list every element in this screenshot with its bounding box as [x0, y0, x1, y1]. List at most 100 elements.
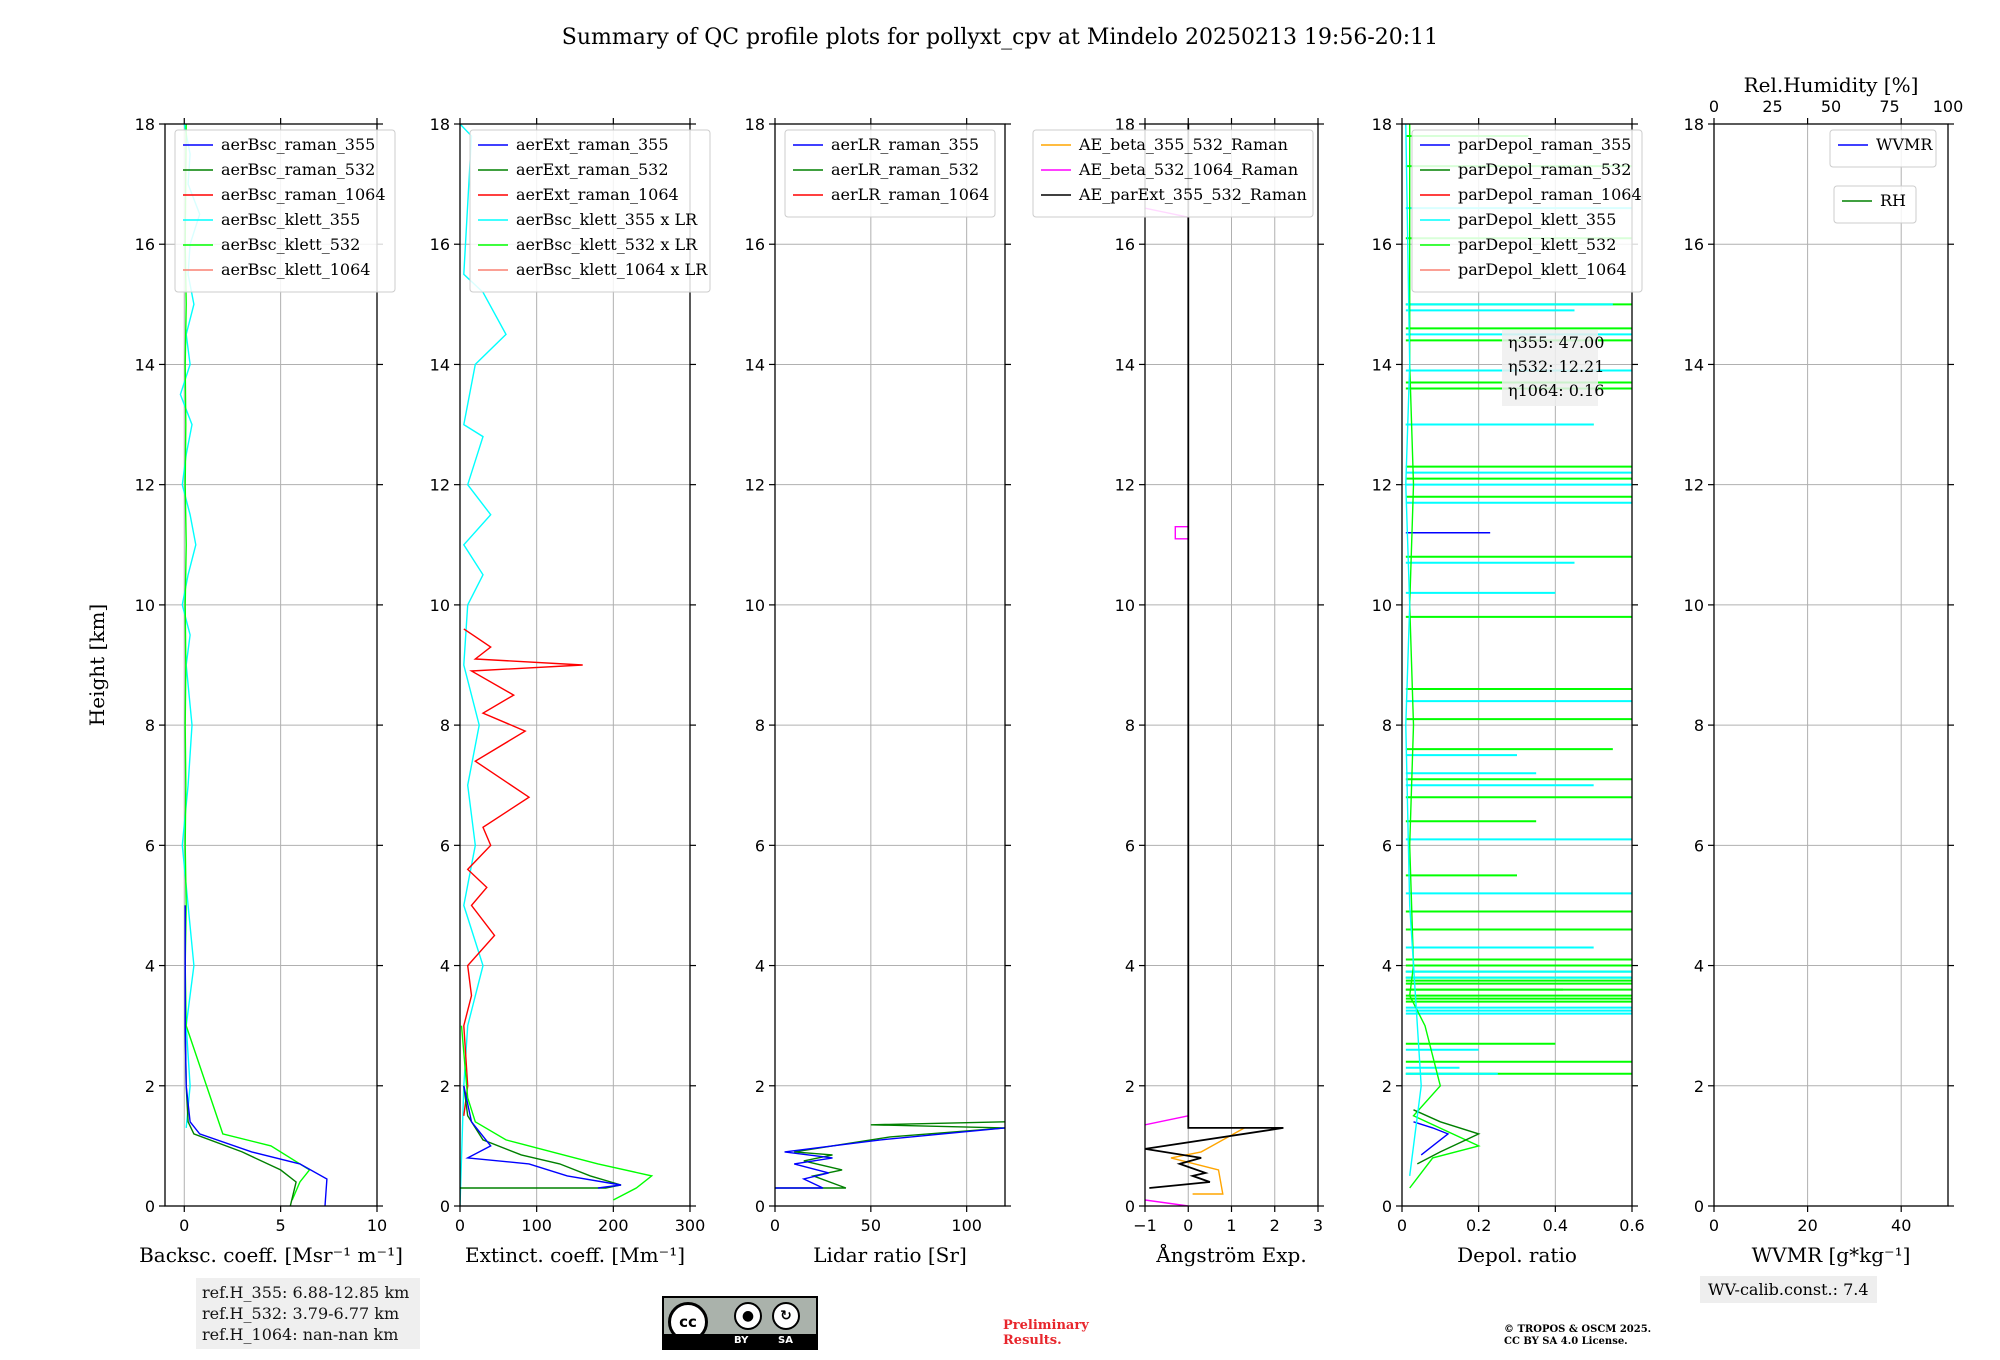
share-alike-icon: ↻	[772, 1302, 800, 1330]
series-aerBsc_klett_355 x LR	[460, 124, 507, 1206]
y-tick-label: 16	[745, 235, 765, 254]
legend-label: aerBsc_klett_355 x LR	[516, 210, 698, 229]
wv-calibration-box: WV-calib.const.: 7.4	[1700, 1276, 1877, 1303]
y-tick-label: 4	[145, 957, 155, 976]
y-tick-label: 4	[755, 957, 765, 976]
y-tick-label: 10	[1684, 596, 1704, 615]
y-tick-label: 0	[1694, 1197, 1704, 1216]
y-tick-label: 16	[430, 235, 450, 254]
legend-label: parDepol_raman_355	[1458, 135, 1631, 154]
y-tick-label: 8	[1382, 716, 1392, 735]
legend-box	[469, 129, 711, 293]
series-aerLR_raman_355	[775, 1127, 1005, 1189]
legend-label: aerExt_raman_355	[516, 135, 669, 154]
y-tick-label: 10	[430, 596, 450, 615]
cc-badge-bar	[664, 1334, 816, 1348]
legend-box	[1032, 129, 1314, 218]
axes-frame	[459, 123, 691, 1207]
person-icon: ●	[734, 1302, 762, 1330]
y-tick-label: 0	[755, 1197, 765, 1216]
series-parDepol_klett_355	[1405, 124, 1422, 1176]
series-AE_beta_532_1064_Raman_low	[1145, 1115, 1189, 1126]
legend-label: AE_beta_532_1064_Raman	[1078, 160, 1298, 179]
y-tick-label: 0	[1382, 1197, 1392, 1216]
y-tick-label: 8	[755, 716, 765, 735]
x-tick-label: 0	[1709, 1216, 1719, 1235]
y-tick-label: 0	[145, 1197, 155, 1216]
y-tick-label: 8	[1125, 716, 1135, 735]
x-tick-label: 0	[1397, 1216, 1407, 1235]
top-x-tick-label: 0	[1709, 97, 1719, 116]
y-tick-label: 2	[440, 1077, 450, 1096]
eta-value: η532: 12.21	[1508, 357, 1604, 376]
panel-lidar_ratio: 0 2 4 6 8 10 12 14 16 18 0 50 100 Lidar ratio [Sr] aer…	[745, 115, 1011, 1267]
y-axis-label: Height [km]	[85, 604, 109, 726]
ref-height-1064: ref.H_1064: nan-nan km	[202, 1325, 399, 1344]
top-x-tick-label: 50	[1821, 97, 1841, 116]
copyright-line-1: © TROPOS & OSCM 2025.	[1504, 1324, 1652, 1335]
series-aerBsc_klett_532 x LR	[460, 1025, 654, 1201]
legend-box	[1833, 185, 1917, 224]
y-tick-label: 18	[135, 115, 155, 134]
y-tick-label: 18	[1684, 115, 1704, 134]
eta-annotation: η355: 47.00 η532: 12.21 η1064: 0.16	[1502, 330, 1604, 406]
panel-backscatter: 0 2 4 6 8 10 12 14 16 18 0 5 10 Backsc. coeff. [Msr⁻¹…	[85, 115, 403, 1267]
preliminary-line-1: Preliminary	[1003, 1318, 1089, 1333]
legend-label: aerLR_raman_355	[831, 135, 979, 154]
legend: aerLR_raman_355 aerLR_raman_532 aerLR_rama…	[784, 129, 996, 218]
eta-value: η355: 47.00	[1508, 333, 1604, 352]
x-axis-label: Extinct. coeff. [Mm⁻¹]	[465, 1243, 685, 1267]
y-tick-label: 14	[135, 355, 155, 374]
series-aerExt_raman_1064	[463, 628, 583, 1116]
y-tick-label: 6	[440, 836, 450, 855]
ref-height-355: ref.H_355: 6.88-12.85 km	[202, 1283, 410, 1302]
y-tick-label: 10	[1115, 596, 1135, 615]
top-x-tick-label: 100	[1933, 97, 1964, 116]
y-tick-label: 10	[1372, 596, 1392, 615]
legend-label: aerBsc_klett_1064 x LR	[516, 260, 708, 279]
legend-label: aerBsc_raman_355	[221, 135, 375, 154]
y-tick-label: 14	[430, 355, 450, 374]
series-parDepol_raman_532	[1413, 1109, 1481, 1165]
cc-by-label: BY	[734, 1335, 749, 1346]
legend-label: WVMR	[1876, 135, 1933, 154]
x-tick-label: 1	[1226, 1216, 1236, 1235]
legend-label: RH	[1880, 191, 1906, 210]
eta-annotation-box	[1502, 330, 1598, 406]
y-tick-label: 6	[145, 836, 155, 855]
y-tick-label: 10	[745, 596, 765, 615]
x-tick-label: 0	[1183, 1216, 1193, 1235]
legend-label: parDepol_klett_1064	[1458, 260, 1627, 279]
x-tick-label: 5	[276, 1216, 286, 1235]
y-tick-label: 14	[745, 355, 765, 374]
legend-box	[784, 129, 996, 218]
eta-value: η1064: 0.16	[1508, 381, 1604, 400]
series-AE_beta_355_532_Raman	[1170, 1127, 1245, 1195]
axes-frame	[774, 123, 1006, 1207]
legend-label: aerLR_raman_532	[831, 160, 979, 179]
y-tick-label: 4	[1382, 957, 1392, 976]
x-tick-label: 0.4	[1543, 1216, 1568, 1235]
x-tick-label: 100	[521, 1216, 552, 1235]
y-tick-label: 6	[1382, 836, 1392, 855]
legend: parDepol_raman_355 parDepol_raman_532 parD…	[1411, 129, 1643, 293]
y-tick-label: 8	[145, 716, 155, 735]
copyright-line-2: CC BY SA 4.0 License.	[1504, 1336, 1628, 1347]
x-axis-label: WVMR [g*kg⁻¹]	[1752, 1243, 1911, 1267]
x-tick-label: 0.6	[1619, 1216, 1644, 1235]
x-tick-label: 0.2	[1466, 1216, 1491, 1235]
y-tick-label: 14	[1372, 355, 1392, 374]
x-tick-label: 0	[770, 1216, 780, 1235]
series-AE_beta_532_1064_Raman_mid	[1174, 526, 1189, 540]
series-AE_beta_532_1064_Raman_bot	[1145, 1199, 1189, 1206]
y-tick-label: 18	[1115, 115, 1135, 134]
x-tick-label: 0	[179, 1216, 189, 1235]
legend-label: aerExt_raman_1064	[516, 185, 679, 204]
x-tick-label: 2	[1270, 1216, 1280, 1235]
legend-label: parDepol_raman_532	[1458, 160, 1631, 179]
y-tick-label: 0	[440, 1197, 450, 1216]
x-tick-label: 50	[861, 1216, 881, 1235]
legend-label: parDepol_raman_1064	[1458, 185, 1642, 204]
y-tick-label: 12	[1372, 476, 1392, 495]
